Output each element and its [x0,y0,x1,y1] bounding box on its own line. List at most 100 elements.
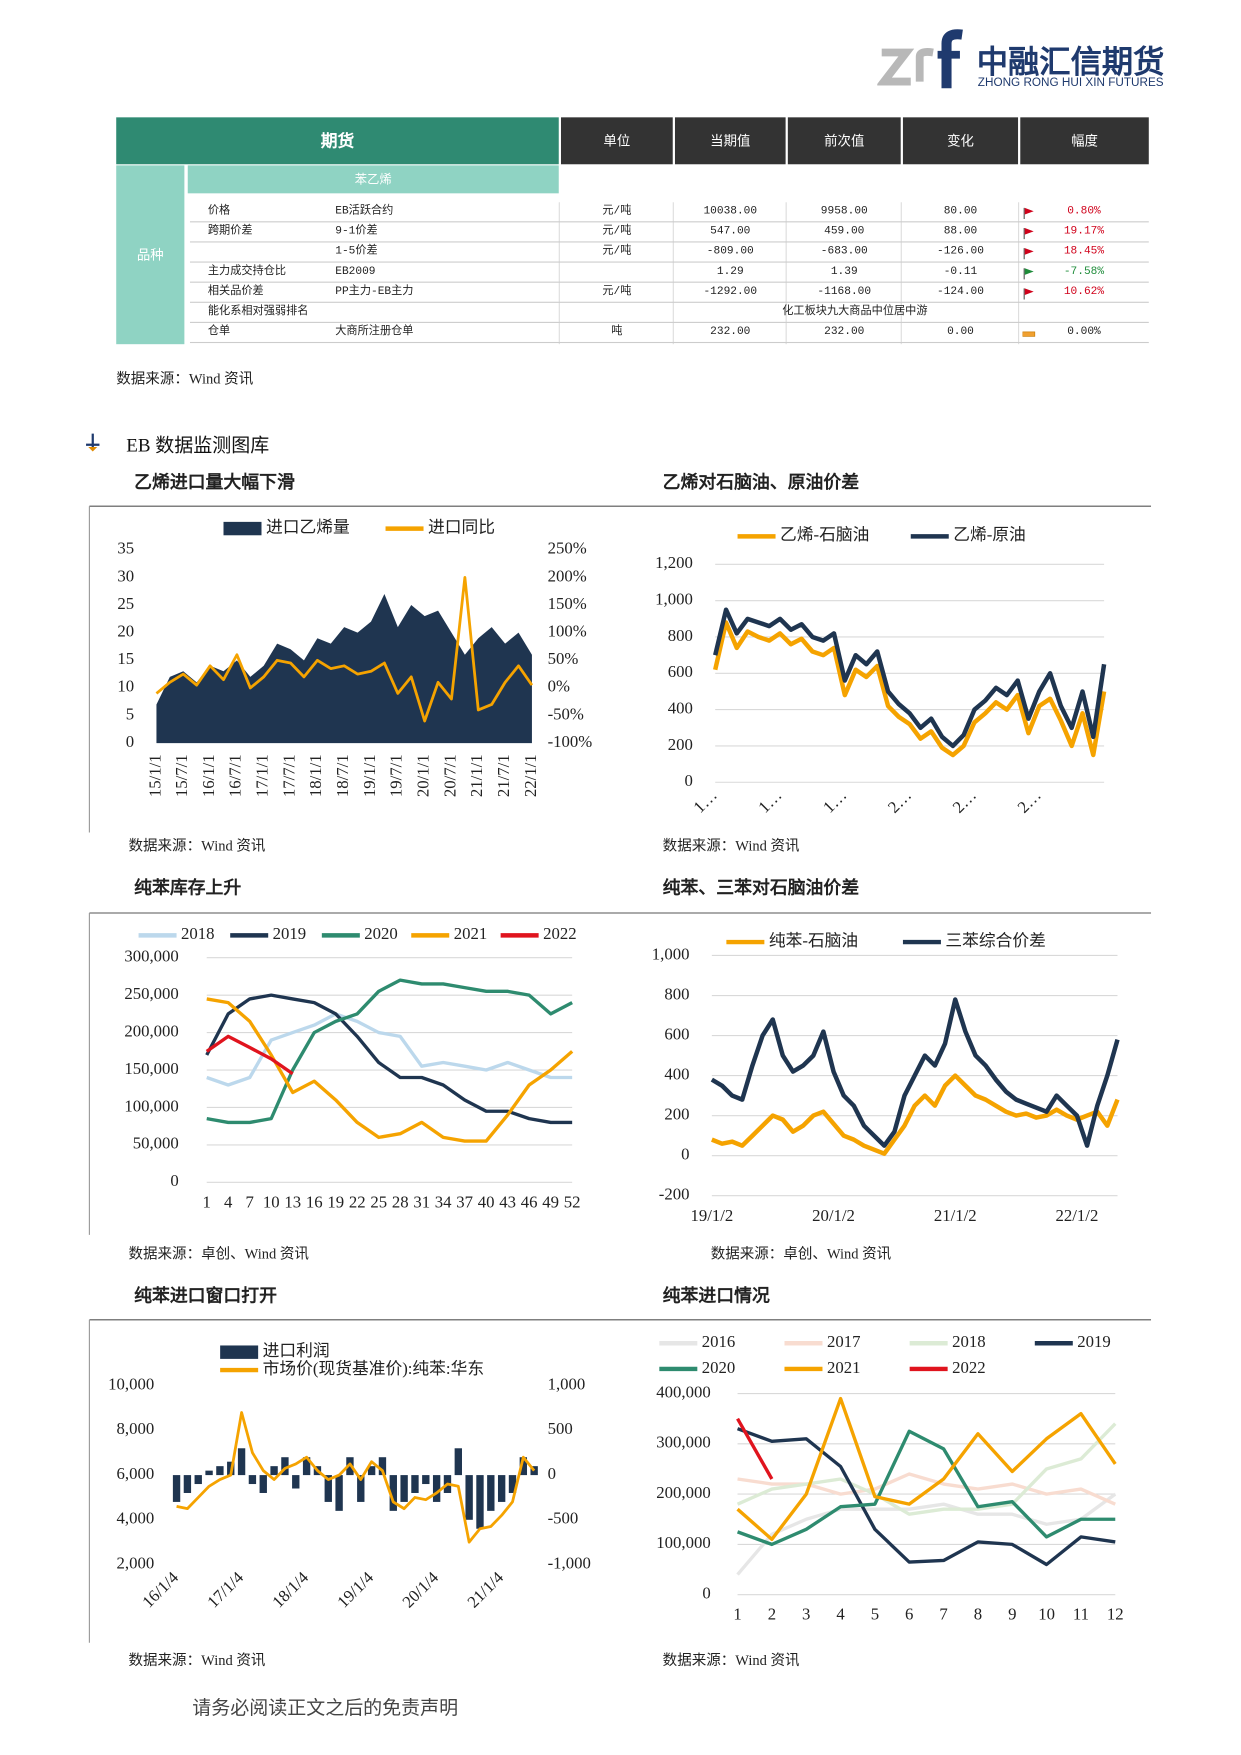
company-name: 中融汇信期货 [976,43,1165,81]
legend-swatch [220,1345,259,1359]
legend-swatch [223,521,262,536]
cell-unit: 元/吨 [602,286,632,299]
column-rule [1018,202,1020,345]
line-series [206,997,574,1143]
x-tick-label: 21/1/4 [463,1567,507,1611]
legend-label: 进口同比 [428,517,495,536]
x-tick-label: 21/7/1 [494,754,513,797]
legend-label: 2021 [827,1358,861,1377]
row-category: 主力成交持仓比 [207,265,287,279]
y-tick-label: 400,000 [656,1382,710,1401]
y-tick-label: 0 [684,771,692,790]
y2-tick-label: 500 [548,1419,573,1438]
area-series [156,593,532,744]
bar [454,1448,462,1476]
y-tick-label: 200,000 [656,1483,710,1502]
line-series [206,978,573,1125]
legend-label: 2017 [827,1332,861,1351]
bar [497,1475,506,1502]
x-tick-label: 1 [733,1605,741,1624]
trend-flag [1023,246,1036,260]
line-series [736,1492,1117,1576]
row-rule [189,341,1149,344]
x-tick-label: 18/7/1 [333,754,352,797]
y-tick-label: 8,000 [117,1419,155,1438]
bar [183,1475,192,1493]
cell-previous: -1168.00 [817,286,872,299]
x-tick-label: 11 [1073,1605,1089,1624]
cell-current: 10038.00 [703,205,758,218]
x-tick-label: 7 [246,1192,254,1211]
y-tick-label: 10,000 [108,1375,154,1394]
cell-pct: 0.80% [1067,205,1101,218]
y-tick-label: 100,000 [656,1533,710,1552]
x-tick-label: 43 [499,1192,516,1211]
row-category: 相关品价差 [207,286,264,299]
x-tick-label: 21/1/1 [467,754,486,797]
bar [476,1475,484,1529]
x-tick-label: 8 [974,1605,982,1624]
cell-current: 547.00 [710,225,751,239]
row-item: EB2009 [335,265,376,279]
line-series [710,997,1120,1148]
table-source: 数据来源：Wind 资讯 [116,369,254,387]
header-cell: 变化 [902,117,1019,165]
row-rule [189,281,1149,283]
y2-tick-label: 250% [548,539,587,558]
column-rule [672,202,674,345]
line-series [737,1472,1116,1506]
bar [292,1475,300,1489]
legend-label: 进口乙烯量 [266,517,350,536]
cell-unit: 元/吨 [602,205,632,218]
x-tick-label: 19/1/4 [333,1567,377,1611]
y-tick-label: 100,000 [124,1096,178,1115]
y2-tick-label: -100% [548,732,593,751]
legend-label: 2021 [454,924,488,943]
y-tick-label: 800 [668,626,693,645]
bar [357,1475,365,1502]
row-rule [189,221,1149,223]
logo-mark [877,29,963,89]
legend-label: 2020 [702,1358,735,1377]
bar [172,1475,181,1502]
cell-previous: 9958.00 [820,205,868,218]
x-tick-label: 2… [884,786,915,817]
chart-title: 纯苯进口窗口打开 [134,1284,277,1306]
bar [205,1470,213,1476]
cell-pct: 0.00% [1067,326,1101,339]
y-tick-label: 0 [170,1171,178,1190]
cell-unit: 吨 [611,326,623,339]
x-tick-label: 5 [871,1605,879,1624]
y2-tick-label: 100% [548,622,587,641]
x-tick-label: 7 [939,1605,947,1624]
y2-tick-label: 1,000 [548,1375,586,1394]
cell-previous: 459.00 [824,225,865,239]
x-tick-label: 19/1/2 [690,1206,733,1225]
cell-change: 88.00 [943,225,978,239]
bar [411,1475,419,1493]
x-tick-label: 20/1/2 [812,1206,855,1225]
bar [519,1457,528,1476]
x-tick-label: 15/7/1 [172,754,191,797]
x-tick-label: 46 [521,1192,538,1211]
chart-source: 数据来源：Wind 资讯 [129,837,266,854]
x-tick-label: 2 [768,1605,776,1624]
legend-label: 2022 [543,924,576,943]
x-tick-label: 13 [284,1192,301,1211]
bar [400,1475,408,1502]
cell-change: -126.00 [937,245,984,259]
group-cell: 品种 [116,165,185,345]
bar [302,1457,311,1476]
x-tick-label: 4 [836,1605,845,1624]
x-tick-label: 3 [802,1605,810,1624]
x-tick-label: 18/1/1 [306,754,325,797]
subgroup-cell: 苯乙烯 [187,165,559,194]
y2-tick-label: 0% [548,677,570,696]
line-series [736,1427,1116,1567]
cell-previous: 232.00 [824,326,865,339]
line-series [713,607,1107,749]
cell-pct: 10.62% [1063,286,1105,299]
x-tick-label: 16 [306,1192,323,1211]
